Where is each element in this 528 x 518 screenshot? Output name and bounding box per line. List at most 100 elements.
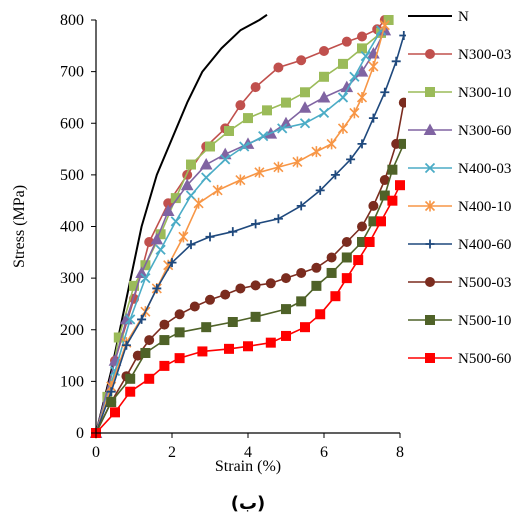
data-point-n400-60 [380, 87, 390, 97]
series-n400-03 [90, 25, 387, 439]
data-point-n400-10 [311, 146, 322, 158]
y-tick-label: 0 [76, 425, 84, 442]
data-point-n500-10 [296, 296, 307, 307]
data-point-n400-60 [205, 232, 215, 242]
series-n300-60 [90, 23, 392, 438]
data-point-n400-60 [315, 185, 325, 195]
data-point-n300-03 [341, 36, 352, 47]
data-point-n300-60 [150, 232, 164, 245]
series-line-n400-03 [95, 29, 382, 434]
data-point-n500-10 [201, 322, 212, 333]
data-point-n500-03 [250, 280, 261, 291]
data-point-n500-60 [224, 343, 234, 354]
legend-swatch-marker [424, 200, 436, 212]
y-tick-label: 700 [60, 64, 84, 81]
data-point-n500-10 [311, 280, 322, 291]
data-point-n400-10 [349, 107, 360, 119]
data-point-n500-60 [159, 360, 170, 371]
data-point-n400-60 [346, 154, 356, 164]
data-point-n400-10 [379, 19, 390, 31]
data-point-n500-10 [326, 267, 337, 278]
data-point-n500-10 [106, 397, 117, 408]
data-point-n300-03 [250, 82, 261, 93]
data-point-n500-60 [144, 373, 155, 384]
data-point-n500-03 [311, 262, 322, 273]
data-point-n400-60 [167, 258, 177, 268]
x-axis-title: Strain (%) [215, 458, 281, 475]
data-point-n400-03 [140, 272, 151, 284]
legend-swatch-marker [425, 353, 435, 363]
data-point-n500-03 [205, 294, 215, 305]
data-point-n500-03 [220, 289, 231, 300]
data-point-n300-60 [199, 158, 213, 170]
legend-swatch-marker [425, 239, 435, 249]
legend-swatch-marker [425, 315, 435, 325]
legend-label: N300-60 [458, 123, 511, 139]
data-point-n400-03 [299, 118, 311, 129]
legend-swatch-marker [425, 49, 435, 59]
data-point-n500-60 [330, 291, 341, 302]
ticks-layer: 0 100 200 300 400 500 600 700 800 0 2 4 6 8 [60, 12, 404, 461]
data-point-n300-10 [113, 332, 124, 343]
data-point-n500-10 [387, 164, 398, 175]
legend-item-n300-03: N300-03 [408, 47, 511, 63]
data-point-n500-03 [281, 273, 291, 284]
data-point-n400-03 [277, 123, 288, 134]
y-tick-label: 500 [60, 167, 84, 184]
y-tick-label: 400 [60, 219, 84, 236]
data-point-n400-60 [391, 56, 401, 66]
data-point-n500-60 [281, 330, 291, 341]
data-point-n500-60 [315, 309, 326, 320]
data-point-n400-03 [185, 190, 197, 201]
data-point-n400-10 [235, 174, 246, 186]
legend: N N300-03 N300-10 N300-60 N400-03 N400-10 N400… [408, 9, 511, 367]
x-tick-label: 2 [168, 444, 176, 461]
data-point-n400-10 [326, 138, 337, 150]
data-point-n300-10 [281, 97, 291, 108]
legend-item-n: N [408, 9, 469, 25]
data-point-n300-10 [319, 71, 329, 82]
series-n500-60 [91, 180, 405, 438]
data-point-n400-03 [239, 141, 250, 152]
data-point-n400-60 [121, 340, 131, 350]
data-point-n300-60 [317, 90, 331, 103]
data-point-n500-03 [235, 283, 246, 294]
data-point-n500-10 [250, 311, 261, 322]
data-point-n300-03 [273, 62, 284, 73]
data-point-n400-60 [273, 214, 283, 224]
legend-label: N400-60 [458, 237, 511, 253]
data-point-n500-10 [140, 347, 151, 358]
data-point-n500-10 [227, 317, 238, 328]
data-point-n300-10 [300, 87, 310, 98]
data-point-n500-03 [357, 221, 367, 232]
legend-item-n500-10: N500-10 [408, 313, 511, 329]
x-tick-label: 0 [92, 444, 100, 461]
data-point-n500-60 [395, 180, 405, 191]
legend-item-n500-60: N500-60 [408, 351, 511, 367]
data-point-n500-60 [341, 273, 352, 284]
legend-swatch-marker [424, 162, 436, 174]
data-point-n400-03 [155, 244, 166, 255]
data-point-n400-03 [220, 154, 231, 165]
data-point-n300-10 [205, 141, 215, 152]
data-point-n400-03 [318, 107, 330, 119]
series-line-n300-10 [95, 19, 390, 434]
data-point-n500-10 [379, 190, 390, 201]
data-point-n500-03 [326, 252, 337, 263]
series-line-n300-03 [95, 19, 386, 434]
data-point-n400-10 [273, 161, 284, 173]
data-point-n500-03 [341, 236, 352, 247]
data-point-n500-60 [300, 322, 310, 333]
data-point-n400-03 [258, 131, 269, 142]
data-point-n300-60 [298, 101, 312, 113]
data-point-n400-10 [254, 166, 265, 178]
series-n300-03 [91, 15, 390, 438]
data-point-n500-03 [265, 278, 276, 289]
series-line-n400-60 [95, 35, 405, 434]
legend-item-n400-03: N400-03 [408, 161, 511, 177]
data-point-n300-60 [161, 204, 175, 217]
data-point-n300-60 [135, 266, 148, 278]
legend-label: N300-03 [458, 47, 511, 63]
data-point-n400-03 [349, 71, 360, 82]
